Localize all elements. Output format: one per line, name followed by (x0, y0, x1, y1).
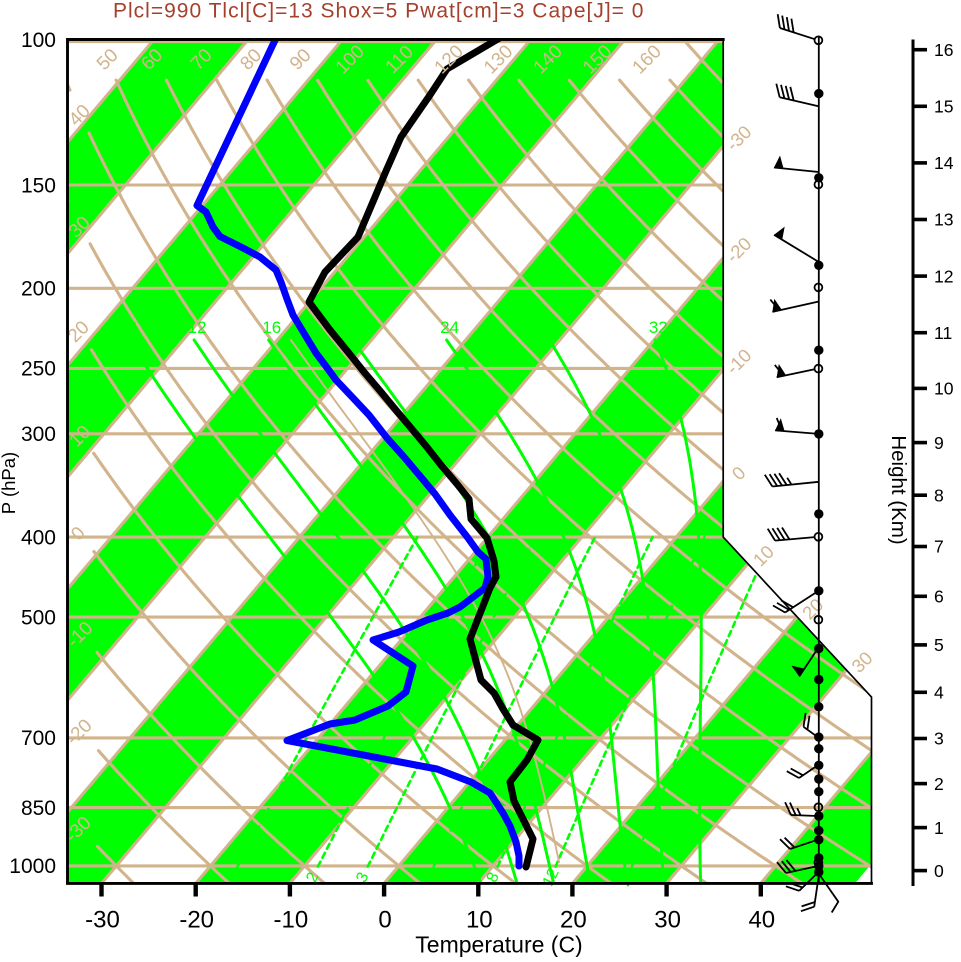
svg-text:40: 40 (748, 907, 775, 934)
svg-text:Height (Km): Height (Km) (887, 435, 910, 544)
svg-text:150: 150 (21, 174, 56, 197)
svg-text:24: 24 (440, 318, 459, 337)
svg-text:32: 32 (649, 318, 668, 337)
svg-text:4: 4 (934, 683, 944, 703)
svg-text:10: 10 (934, 379, 954, 399)
svg-text:Temperature (C): Temperature (C) (415, 932, 582, 958)
svg-text:5: 5 (934, 635, 944, 655)
svg-text:9: 9 (934, 433, 944, 453)
svg-text:20: 20 (560, 907, 587, 934)
svg-text:-10: -10 (274, 907, 309, 934)
svg-text:1000: 1000 (9, 855, 56, 878)
svg-text:250: 250 (21, 358, 56, 381)
svg-text:100: 100 (21, 29, 56, 52)
svg-text:0: 0 (934, 861, 944, 881)
svg-text:500: 500 (21, 606, 56, 629)
svg-text:0: 0 (378, 907, 391, 934)
svg-text:1: 1 (934, 818, 944, 838)
svg-text:700: 700 (21, 727, 56, 750)
svg-text:12: 12 (188, 318, 207, 337)
svg-text:850: 850 (21, 797, 56, 820)
svg-text:Plcl=990 Tlcl[C]=13 Shox: Plcl=990 Tlcl[C]=13 Shox=5 Pwat[cm]=3 Ca… (113, 0, 644, 23)
svg-text:15: 15 (934, 97, 954, 117)
svg-text:7: 7 (934, 537, 944, 557)
svg-text:P (hPa): P (hPa) (0, 452, 19, 514)
svg-text:20: 20 (346, 318, 365, 337)
svg-text:300: 300 (21, 423, 56, 446)
svg-text:8: 8 (127, 318, 136, 337)
svg-text:28: 28 (543, 318, 562, 337)
svg-text:13: 13 (934, 210, 954, 230)
svg-text:16: 16 (934, 40, 954, 60)
svg-text:8: 8 (934, 485, 944, 505)
svg-text:6: 6 (934, 587, 944, 607)
svg-text:10: 10 (466, 907, 493, 934)
svg-text:400: 400 (21, 526, 56, 549)
svg-text:2: 2 (934, 774, 944, 794)
svg-text:200: 200 (21, 278, 56, 301)
svg-text:16: 16 (262, 318, 281, 337)
svg-text:14: 14 (934, 153, 954, 173)
svg-text:30: 30 (654, 907, 681, 934)
svg-text:11: 11 (934, 323, 952, 343)
svg-text:-20: -20 (179, 907, 214, 934)
svg-text:3: 3 (934, 729, 944, 749)
svg-text:-30: -30 (85, 907, 120, 934)
svg-text:12: 12 (934, 266, 954, 286)
